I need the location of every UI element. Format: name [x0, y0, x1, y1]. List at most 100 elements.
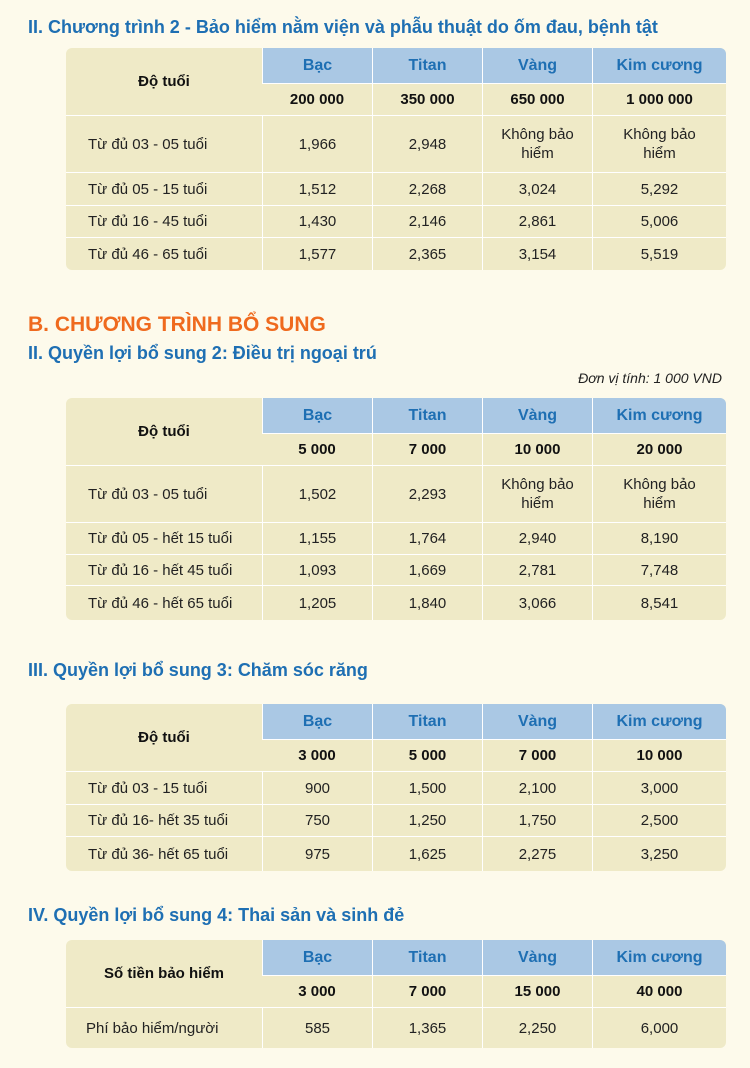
premium-value: 2,100 — [482, 772, 592, 805]
age-column-header: Độ tuổi — [66, 48, 262, 116]
section-title-benefit-2: II. Quyền lợi bổ sung 2: Điều trị ngoại … — [28, 343, 377, 363]
table-row: Từ đủ 05 - 15 tuổi 1,512 2,268 3,024 5,292 — [66, 173, 726, 206]
premium-value: 2,365 — [372, 238, 482, 270]
section-title-benefit-3: III. Quyền lợi bổ sung 3: Chăm sóc răng — [28, 660, 368, 680]
table-row: Từ đủ 03 - 05 tuổi 1,966 2,948 Không bảo hi… — [66, 116, 726, 173]
tier-header: Titan — [372, 398, 482, 434]
tier-header: Titan — [372, 704, 482, 740]
premium-value: 975 — [262, 837, 372, 871]
age-range-label: Từ đủ 03 - 05 tuổi — [66, 466, 262, 523]
premium-value: 1,669 — [372, 555, 482, 586]
premium-value: 5,006 — [592, 206, 726, 238]
table-row: Từ đủ 03 - 05 tuổi 1,502 2,293 Không bảo hi… — [66, 466, 726, 523]
tier-header: Bạc — [262, 704, 372, 740]
premium-value: 2,268 — [372, 173, 482, 206]
table-row: Từ đủ 36- hết 65 tuổi 975 1,625 2,275 3,250 — [66, 837, 726, 871]
sum-insured-amount: 7 000 — [372, 434, 482, 466]
table-row: Từ đủ 16 - 45 tuổi 1,430 2,146 2,861 5,006 — [66, 206, 726, 238]
age-range-label: Từ đủ 46 - hết 65 tuổi — [88, 594, 233, 612]
age-range-label: Phí bảo hiểm/người — [86, 1019, 219, 1037]
premium-value: Không bảo hiểm — [592, 466, 726, 523]
premium-value: 2,948 — [372, 116, 482, 173]
premium-value: 3,250 — [592, 837, 726, 871]
sum-insured-amount: 3 000 — [262, 976, 372, 1008]
premium-value: 1,500 — [372, 772, 482, 805]
premium-value: 1,750 — [482, 805, 592, 837]
age-range-label: Từ đủ 03 - 15 tuổi — [66, 772, 262, 805]
premium-value: 1,430 — [262, 206, 372, 238]
tier-header: Vàng — [482, 704, 592, 740]
premium-value: 3,000 — [592, 772, 726, 805]
premium-value: Không bảo hiểm — [592, 116, 726, 173]
sum-insured-amount: 20 000 — [592, 434, 726, 466]
premium-value: Không bảo hiểm — [482, 116, 592, 173]
premium-value: 1,205 — [262, 586, 372, 620]
premium-value: 1,577 — [262, 238, 372, 270]
premium-value: 1,840 — [372, 586, 482, 620]
premium-value: 1,365 — [372, 1008, 482, 1048]
premium-value: 585 — [262, 1008, 372, 1048]
premium-value: 5,292 — [592, 173, 726, 206]
premium-value: 2,861 — [482, 206, 592, 238]
tier-header: Titan — [372, 48, 482, 84]
premium-value: 2,250 — [482, 1008, 592, 1048]
section-title-supplementary: B. CHƯƠNG TRÌNH BỔ SUNG — [28, 313, 326, 336]
premium-value: 3,024 — [482, 173, 592, 206]
sum-insured-amount: 40 000 — [592, 976, 726, 1008]
premium-table-program-2: Độ tuổi Bạc Titan Vàng Kim cương 200 000 350 … — [66, 48, 726, 270]
premium-value: Không bảo hiểm — [482, 466, 592, 523]
premium-value: 1,502 — [262, 466, 372, 523]
premium-value: 2,781 — [482, 555, 592, 586]
sum-insured-amount: 5 000 — [262, 434, 372, 466]
tier-header: Bạc — [262, 398, 372, 434]
premium-value: 1,250 — [372, 805, 482, 837]
table-row: Từ đủ 46 - 65 tuổi 1,577 2,365 3,154 5,519 — [66, 238, 726, 270]
sum-insured-amount: 3 000 — [262, 740, 372, 772]
tier-header: Bạc — [262, 48, 372, 84]
age-range-label: Từ đủ 05 - hết 15 tuổi — [66, 523, 262, 555]
sum-insured-amount: 5 000 — [372, 740, 482, 772]
sum-insured-amount: 10 000 — [592, 740, 726, 772]
table-row: Từ đủ 16 - hết 45 tuổi 1,093 1,669 2,781 7,7… — [66, 555, 726, 586]
age-range-label: Từ đủ 03 - 05 tuổi — [66, 116, 262, 173]
premium-table-benefit-2: Độ tuổi Bạc Titan Vàng Kim cương 5 000 7 000 1… — [66, 398, 726, 620]
section-title-benefit-4: IV. Quyền lợi bổ sung 4: Thai sản và sin… — [28, 905, 405, 925]
age-range-label: Từ đủ 46 - 65 tuổi — [88, 245, 208, 263]
premium-value: 3,066 — [482, 586, 592, 620]
premium-value: 5,519 — [592, 238, 726, 270]
premium-value: 1,625 — [372, 837, 482, 871]
tier-header: Vàng — [482, 940, 592, 976]
premium-value: 2,293 — [372, 466, 482, 523]
premium-value: 8,190 — [592, 523, 726, 555]
age-column-header: Độ tuổi — [66, 704, 262, 772]
premium-value: 1,764 — [372, 523, 482, 555]
table-row: Phí bảo hiểm/người 585 1,365 2,250 6,000 — [66, 1008, 726, 1048]
premium-value: 8,541 — [592, 586, 726, 620]
tier-header: Kim cương — [592, 704, 726, 740]
sum-insured-amount: 7 000 — [482, 740, 592, 772]
premium-table-benefit-4: Số tiền bảo hiểm Bạc Titan Vàng Kim cương 3 … — [66, 940, 726, 1048]
age-column-header: Độ tuổi — [66, 398, 262, 466]
premium-value: 900 — [262, 772, 372, 805]
tier-header: Kim cương — [592, 398, 726, 434]
unit-note: Đơn vị tính: 1 000 VND — [578, 370, 722, 386]
age-column-header: Số tiền bảo hiểm — [66, 940, 262, 1008]
table-row: Từ đủ 05 - hết 15 tuổi 1,155 1,764 2,940 8,1… — [66, 523, 726, 555]
tier-header: Vàng — [482, 48, 592, 84]
age-range-label: Từ đủ 05 - 15 tuổi — [66, 173, 262, 206]
age-range-label: Từ đủ 16 - hết 45 tuổi — [66, 555, 262, 586]
premium-value: 750 — [262, 805, 372, 837]
premium-value: 7,748 — [592, 555, 726, 586]
age-range-label: Từ đủ 16 - 45 tuổi — [66, 206, 262, 238]
premium-value: 2,146 — [372, 206, 482, 238]
premium-value: 2,500 — [592, 805, 726, 837]
table-row: Từ đủ 16- hết 35 tuổi 750 1,250 1,750 2,500 — [66, 805, 726, 837]
table-row: Từ đủ 03 - 15 tuổi 900 1,500 2,100 3,000 — [66, 772, 726, 805]
tier-header: Vàng — [482, 398, 592, 434]
premium-value: 6,000 — [592, 1008, 726, 1048]
premium-value: 1,966 — [262, 116, 372, 173]
premium-value: 2,275 — [482, 837, 592, 871]
sum-insured-amount: 200 000 — [262, 84, 372, 116]
premium-value: 2,940 — [482, 523, 592, 555]
sum-insured-amount: 1 000 000 — [592, 84, 726, 116]
